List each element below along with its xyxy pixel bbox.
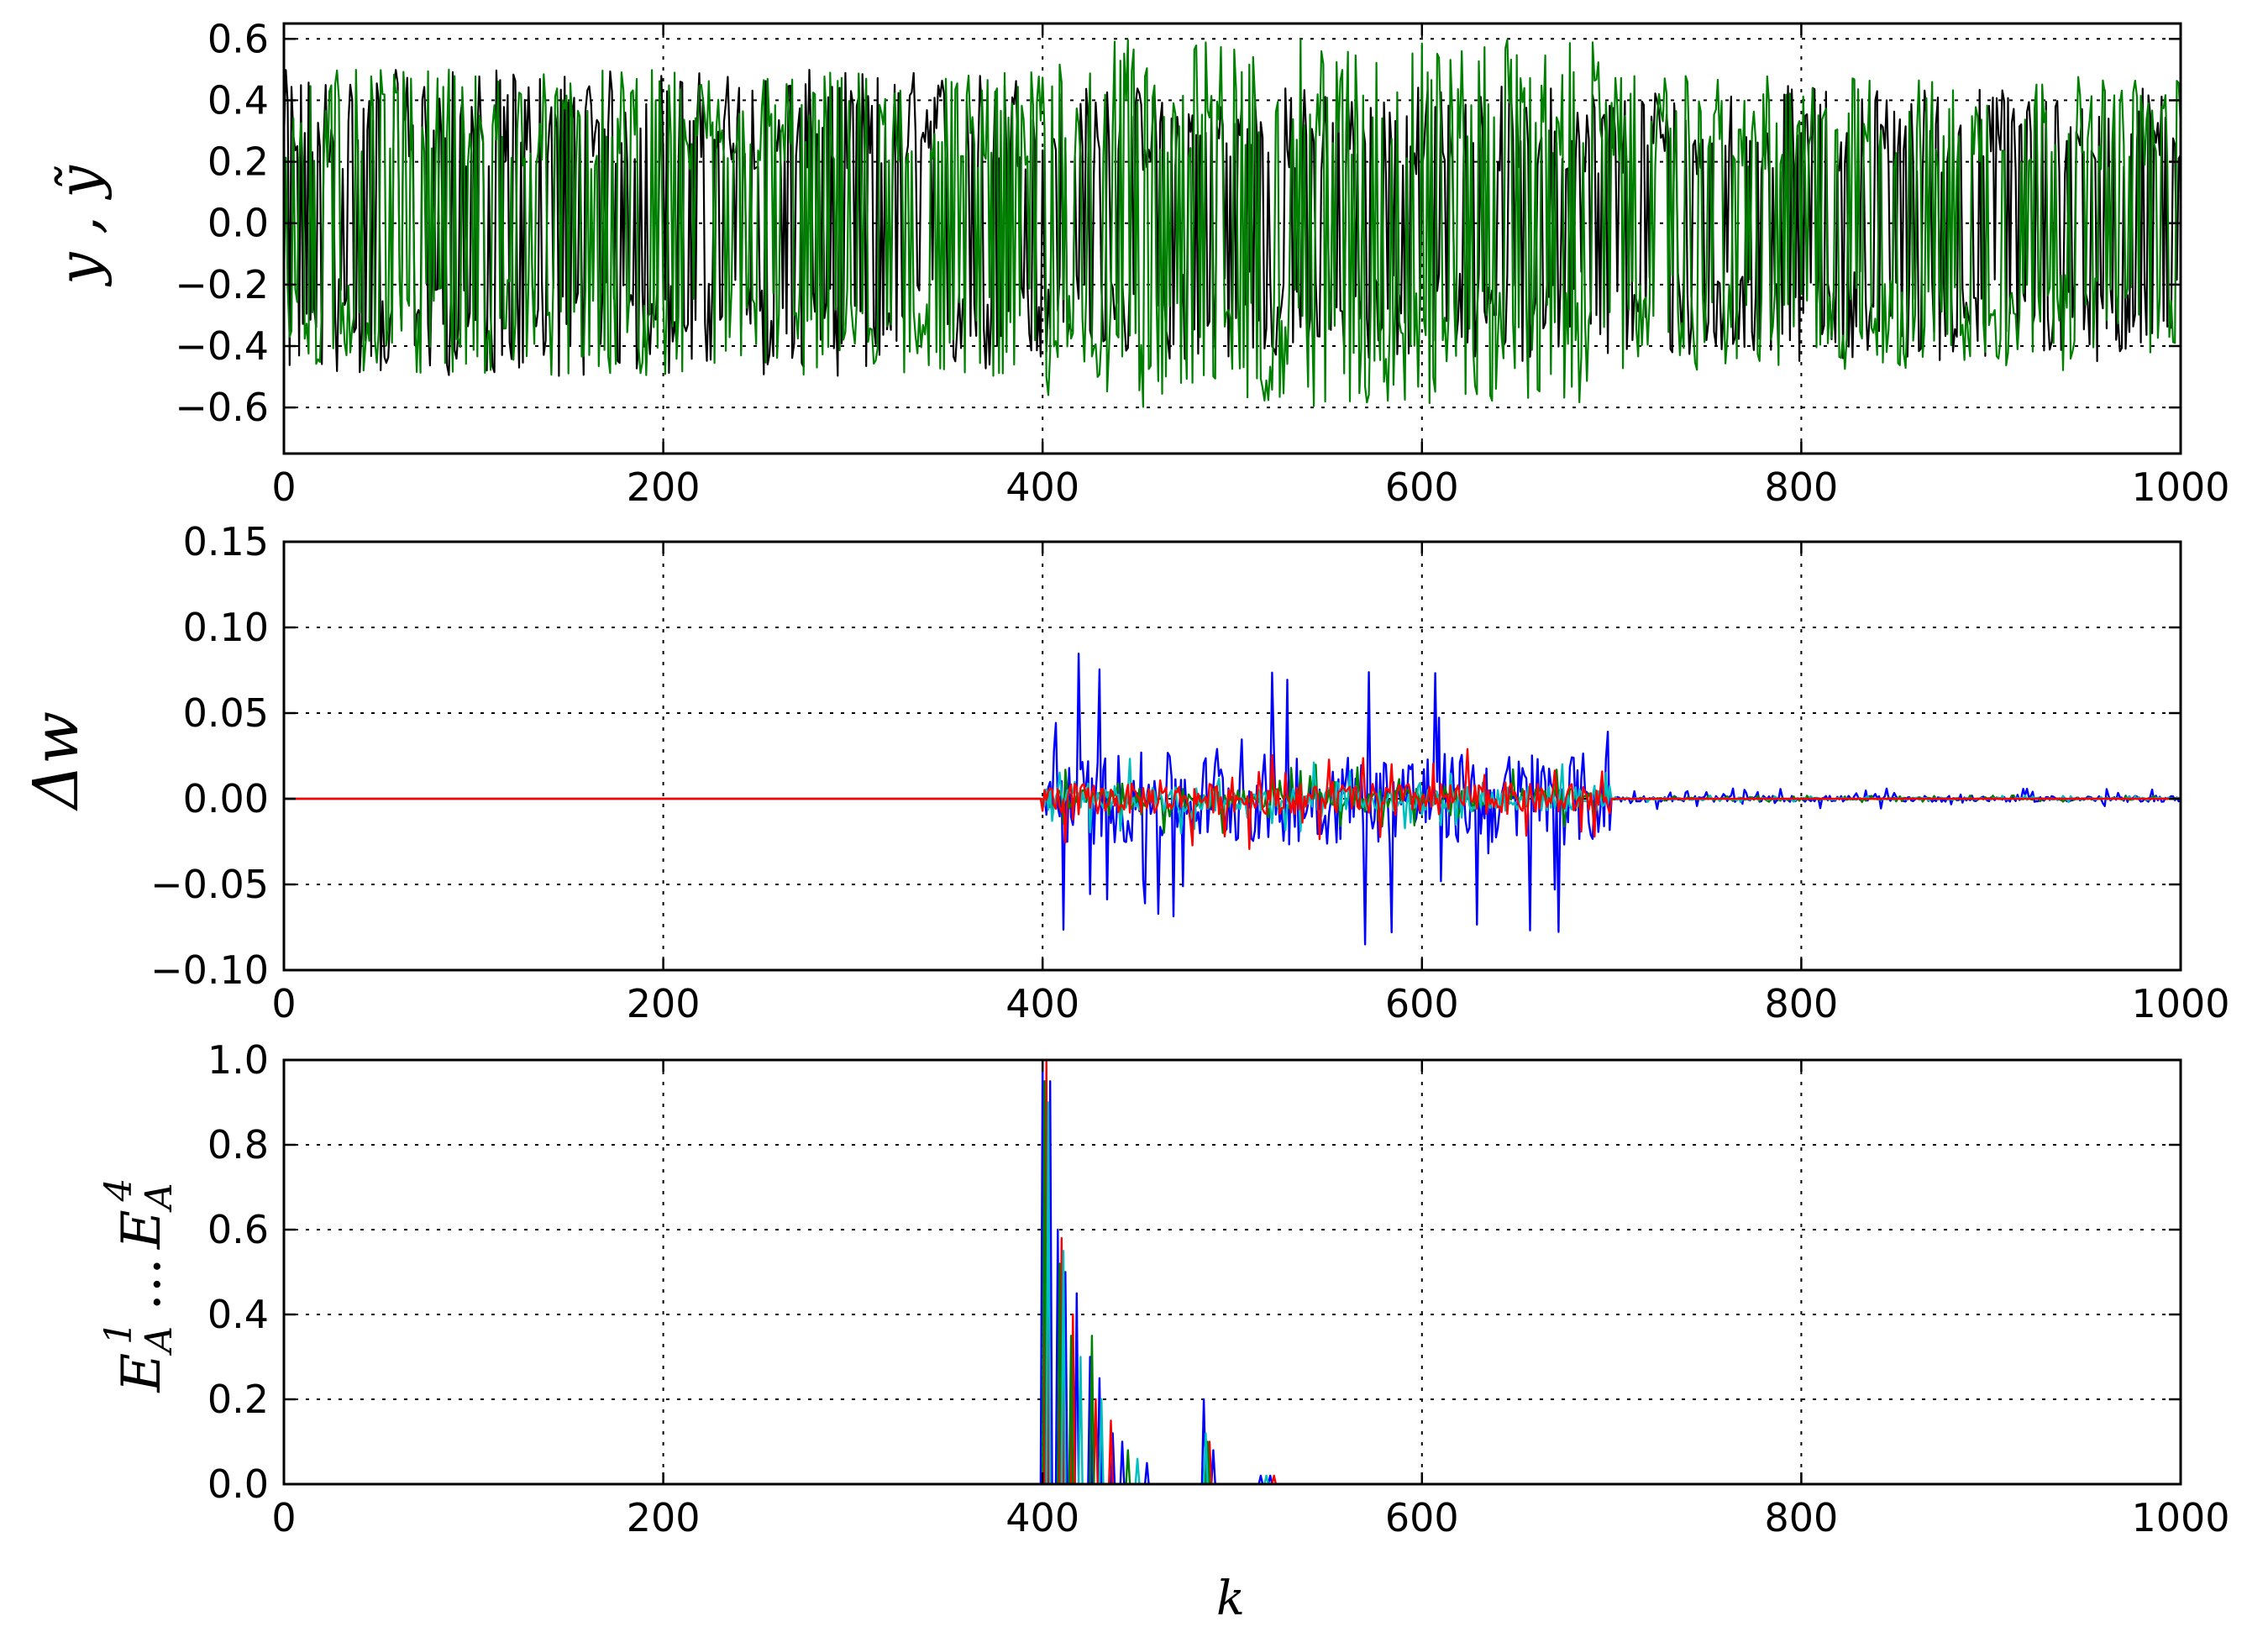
output-signal-xtick-label-1000: 1000 [2131,464,2229,510]
anomaly-energy-xtick-label-600: 600 [1385,1495,1459,1540]
ylabel-sub-a-4: A [138,1183,181,1214]
panel-weight-increments: 0 200 400 600 800 1000 0.15 0.10 0.05 0.00 −0.05 −0… [150,519,2230,1026]
anomaly-energy-ytick-label-4: 0.2 [207,1377,269,1422]
panel-output-signal: 0 200 400 600 800 1000 0.6 0.4 0.2 0.0 −0.2 −0.4 −0.… [175,16,2229,510]
anomaly-energy-ytick-label-3: 0.4 [207,1292,269,1337]
output-signal-ytick-label-6: −0.6 [175,385,269,430]
output-signal-xtick-label-200: 200 [627,464,701,510]
ylabel-output-signal-tilde: ỹ [47,165,113,201]
output-signal-frame [282,22,2182,455]
ylabel-e-1: E [111,1353,173,1393]
output-signal-series-green [284,38,2181,408]
weight-increments-ytick-label-0: 0.15 [183,519,269,564]
ylabel-sup-4: 4 [97,1178,140,1203]
panel-anomaly-energy: 0 200 400 600 800 1000 1.0 0.8 0.6 0.4 0.2 0.0 [207,1037,2230,1540]
ylabel-output-signal: y , ỹ [47,165,113,287]
anomaly-energy-series-red [284,1060,2181,1484]
output-signal-ytick-label-3: 0.0 [207,201,269,246]
weight-increments-frame [282,540,2182,972]
weight-increments-xtick-label-0: 0 [271,981,296,1026]
anomaly-energy-ytick-label-1: 0.8 [207,1122,269,1167]
anomaly-energy-ytick-label-5: 0.0 [207,1461,269,1507]
ylabel-weight-increments: Δw [20,711,92,812]
anomaly-energy-xtick-label-0: 0 [271,1495,296,1540]
anomaly-energy-ytick-label-0: 1.0 [207,1037,269,1083]
weight-increments-ytick-label-5: −0.10 [150,947,269,993]
ylabel-e-4: E [111,1209,173,1250]
weight-increments-xtick-label-1000: 1000 [2131,981,2229,1026]
anomaly-energy-frame [282,1058,2182,1486]
weight-increments-ytick-label-2: 0.05 [183,690,269,736]
ylabel-ellipsis: … [111,1257,173,1311]
anomaly-energy-xtick-label-800: 800 [1764,1495,1838,1540]
ylabel-sub-a-1: A [138,1326,181,1356]
output-signal-ytick-label-4: −0.2 [175,262,269,307]
output-signal-xtick-label-400: 400 [1005,464,1079,510]
output-signal-xtick-label-800: 800 [1764,464,1838,510]
output-signal-ytick-label-1: 0.4 [207,77,269,123]
output-signal-xtick-label-600: 600 [1385,464,1459,510]
anomaly-energy-plot-area [284,1060,2181,1484]
output-signal-ytick-label-2: 0.2 [207,139,269,185]
ylabel-anomaly-energy: EA1…EA4 [97,1178,181,1393]
ylabel-sup-1: 1 [97,1321,140,1345]
anomaly-energy-xtick-label-1000: 1000 [2131,1495,2229,1540]
weight-increments-ytick-label-1: 0.10 [183,605,269,650]
weight-increments-xtick-label-200: 200 [627,981,701,1026]
weight-increments-xtick-label-600: 600 [1385,981,1459,1026]
anomaly-energy-xtick-label-400: 400 [1005,1495,1079,1540]
anomaly-energy-series-blue [284,1060,2181,1484]
output-signal-ytick-label-5: −0.4 [175,323,269,369]
output-signal-plot-area [284,38,2181,408]
anomaly-energy-ytick-label-2: 0.6 [207,1207,269,1252]
weight-increments-xtick-label-800: 800 [1764,981,1838,1026]
anomaly-energy-xtick-label-200: 200 [627,1495,701,1540]
anomaly-energy-series-green [284,1080,2181,1484]
anomaly-energy-series-cyan [284,1101,2181,1484]
output-signal-xtick-label-0: 0 [271,464,296,510]
xlabel-k: k [1216,1571,1245,1626]
ylabel-output-signal-main: y , [47,198,113,287]
output-signal-ytick-label-0: 0.6 [207,16,269,61]
weight-increments-ytick-label-4: −0.05 [150,862,269,907]
weight-increments-ytick-label-3: 0.00 [183,776,269,821]
weight-increments-xtick-label-400: 400 [1005,981,1079,1026]
